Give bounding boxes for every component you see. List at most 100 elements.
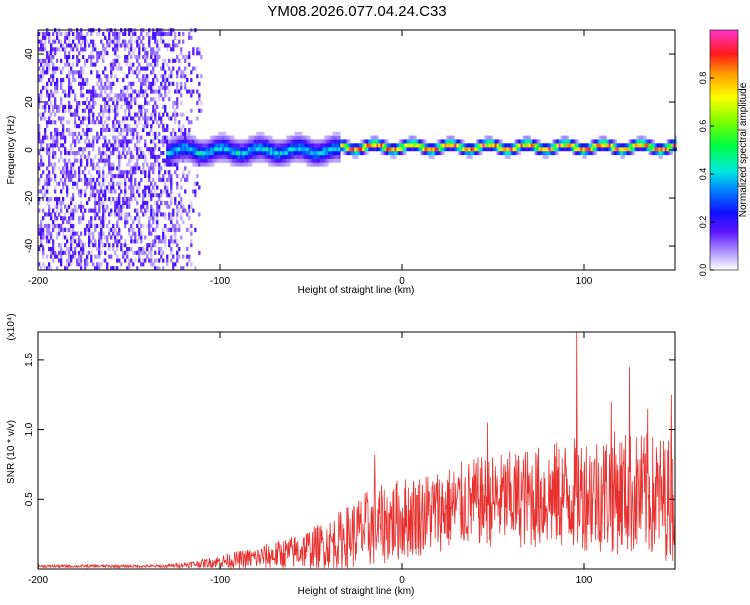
spectrogram-cell [458, 139, 461, 144]
spectrogram-cell [78, 250, 81, 255]
spectrogram-cell [108, 104, 111, 109]
spectrogram-cell [166, 151, 169, 156]
spectrogram-cell [114, 147, 117, 152]
spectrogram-cell [218, 143, 221, 148]
spectrogram-cell [174, 31, 177, 36]
spectrogram-cell [220, 151, 223, 156]
spectrogram-cell [144, 66, 147, 71]
spectrogram-cell [38, 124, 41, 129]
spectrogram-cell [90, 231, 93, 236]
spectrogram-cell [276, 162, 279, 167]
spectrogram-cell [130, 85, 133, 90]
spectrogram-cell [338, 158, 341, 163]
spectrogram-cell [54, 174, 57, 179]
spectrogram-cell [554, 143, 557, 148]
spectrogram-cell [98, 55, 101, 60]
spectrogram-cell [40, 231, 43, 236]
spectrogram-cell [94, 254, 97, 259]
spectrogram-cell [322, 143, 325, 148]
spectrogram-cell [182, 39, 185, 44]
spectrogram-cell [336, 143, 339, 148]
spectrogram-cell [54, 120, 57, 125]
y-tick-label: -40 [24, 238, 35, 253]
spectrogram-cell [116, 258, 119, 263]
spectrogram-cell [542, 151, 545, 156]
spectrogram-cell [336, 151, 339, 156]
spectrogram-cell [142, 204, 145, 209]
spectrogram-cell [44, 223, 47, 228]
spectrogram-cell [92, 262, 95, 267]
spectrogram-cell [106, 85, 109, 90]
spectrogram-cell [72, 212, 75, 217]
spectrogram-cell [106, 39, 109, 44]
spectrogram-cell [164, 158, 167, 163]
spectrogram-cell [290, 147, 293, 152]
spectrogram-cell [178, 147, 181, 152]
spectrogram-cell [134, 127, 137, 132]
spectrogram-cell [190, 243, 193, 248]
spectrogram-cell [126, 58, 129, 63]
spectrogram-cell [244, 143, 247, 148]
spectrogram-cell [630, 143, 633, 148]
spectrogram-cell [156, 200, 159, 205]
spectrogram-cell [176, 89, 179, 94]
spectrogram-cell [522, 143, 525, 148]
spectrogram-cell [84, 58, 87, 63]
spectrogram-cell [578, 143, 581, 148]
spectrogram-cell [50, 120, 53, 125]
spectrogram-cell [224, 135, 227, 140]
spectrogram-cell [280, 158, 283, 163]
spectrogram-cell [176, 216, 179, 221]
spectrogram-cell [126, 170, 129, 175]
spectrogram-cell [142, 81, 145, 86]
spectrogram-cell [136, 185, 139, 190]
spectrogram-cell [158, 93, 161, 98]
spectrogram-cell [162, 104, 165, 109]
spectrogram-cell [330, 151, 333, 156]
spectrogram-cell [108, 181, 111, 186]
spectrogram-cell [82, 151, 85, 156]
spectrogram-cell [428, 151, 431, 156]
spectrogram-cell [632, 151, 635, 156]
spectrogram-cell [122, 89, 125, 94]
spectrogram-cell [38, 104, 41, 109]
spectrogram-cell [102, 151, 105, 156]
spectrogram-cell [60, 154, 63, 159]
spectrogram-cell [46, 55, 49, 60]
spectrogram-cell [294, 135, 297, 140]
spectrogram-cell [566, 147, 569, 152]
spectrogram-cell [176, 154, 179, 159]
spectrogram-cell [46, 58, 49, 63]
spectrogram-cell [498, 139, 501, 144]
spectrogram-cell [76, 208, 79, 213]
spectrogram-cell [476, 147, 479, 152]
spectrogram-cell [166, 193, 169, 198]
spectrogram-cell [152, 162, 155, 167]
spectrogram-cell [176, 112, 179, 117]
spectrogram-cell [204, 139, 207, 144]
spectrogram-cell [646, 143, 649, 148]
spectrogram-cell [122, 31, 125, 36]
spectrogram-cell [300, 139, 303, 144]
spectrogram-cell [166, 43, 169, 48]
spectrogram-cell [668, 139, 671, 144]
spectrogram-cell [454, 147, 457, 152]
spectrogram-cell [142, 78, 145, 83]
spectrogram-cell [638, 135, 641, 140]
spectrogram-cell [68, 104, 71, 109]
spectrogram-cell [76, 158, 79, 163]
spectrogram-cell [110, 174, 113, 179]
spectrogram-cell [120, 243, 123, 248]
spectrogram-cell [44, 135, 47, 140]
spectrogram-cell [98, 197, 101, 202]
spectrogram-cell [188, 127, 191, 132]
spectrogram-cell [174, 227, 177, 232]
spectrogram-cell [172, 43, 175, 48]
spectrogram-cell [70, 258, 73, 263]
spectrogram-cell [90, 58, 93, 63]
spectrogram-cell [124, 108, 127, 113]
spectrogram-cell [172, 212, 175, 217]
spectrogram-cell [508, 143, 511, 148]
spectrogram-cell [70, 243, 73, 248]
spectrogram-cell [62, 231, 65, 236]
